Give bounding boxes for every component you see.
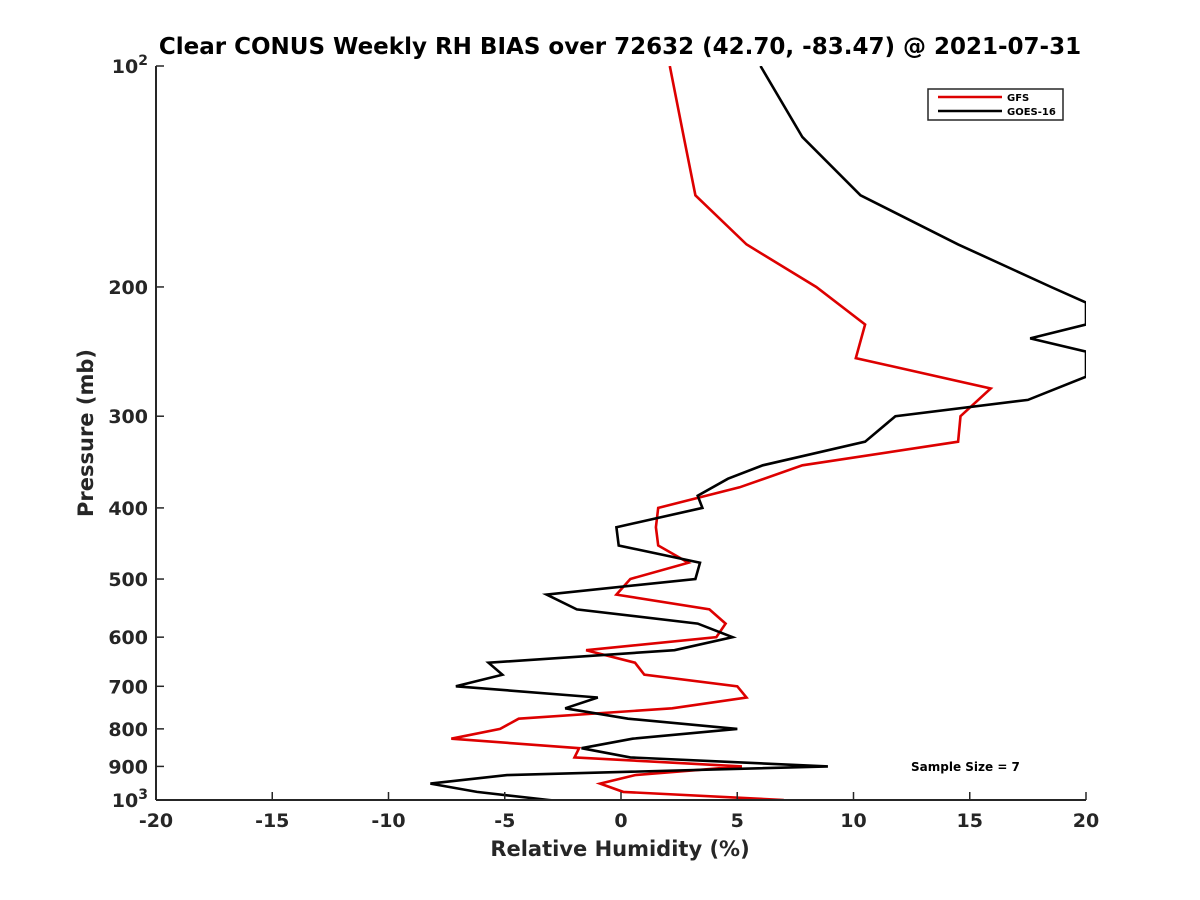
y-tick-label: 500 xyxy=(108,569,148,591)
series-line-gfs xyxy=(451,66,994,800)
y-tick-label: 103 xyxy=(112,787,148,812)
y-tick-label: 600 xyxy=(108,627,148,649)
y-tick-label: 900 xyxy=(108,756,148,778)
y-tick-label: 300 xyxy=(108,406,148,428)
legend-box xyxy=(927,88,1064,121)
x-tick-label: -15 xyxy=(255,810,289,832)
x-tick-label: -10 xyxy=(371,810,405,832)
y-axis-label: Pressure (mb) xyxy=(74,349,98,517)
x-tick-label: 5 xyxy=(731,810,744,832)
series-line-goes16 xyxy=(430,66,1086,800)
x-tick-label: -20 xyxy=(139,810,173,832)
axes xyxy=(155,65,1087,801)
y-tick-label: 800 xyxy=(108,719,148,741)
chart-title: Clear CONUS Weekly RH BIAS over 72632 (4… xyxy=(159,34,1081,60)
sample-size-annotation: Sample Size = 7 xyxy=(911,760,1020,774)
x-tick-label: 0 xyxy=(614,810,627,832)
x-tick-label: 20 xyxy=(1073,810,1099,832)
x-tick-label: 15 xyxy=(957,810,983,832)
y-tick-label: 200 xyxy=(108,277,148,299)
y-tick-label: 400 xyxy=(108,498,148,520)
legend-label-gfs: GFS xyxy=(1007,93,1029,104)
legend: GFS GOES-16 xyxy=(927,88,1064,121)
x-tick-label: 10 xyxy=(840,810,866,832)
x-tick-label: -5 xyxy=(494,810,515,832)
y-tick-label: 102 xyxy=(112,53,148,78)
legend-label-goes16: GOES-16 xyxy=(1007,107,1056,118)
tick-labels: -20 -15 -10 -5 0 5 10 15 20 102 200 300 400 500 600 700… xyxy=(108,53,1099,832)
x-axis-label: Relative Humidity (%) xyxy=(490,837,749,861)
y-tick-label: 700 xyxy=(108,676,148,698)
series-layer xyxy=(430,66,1086,800)
